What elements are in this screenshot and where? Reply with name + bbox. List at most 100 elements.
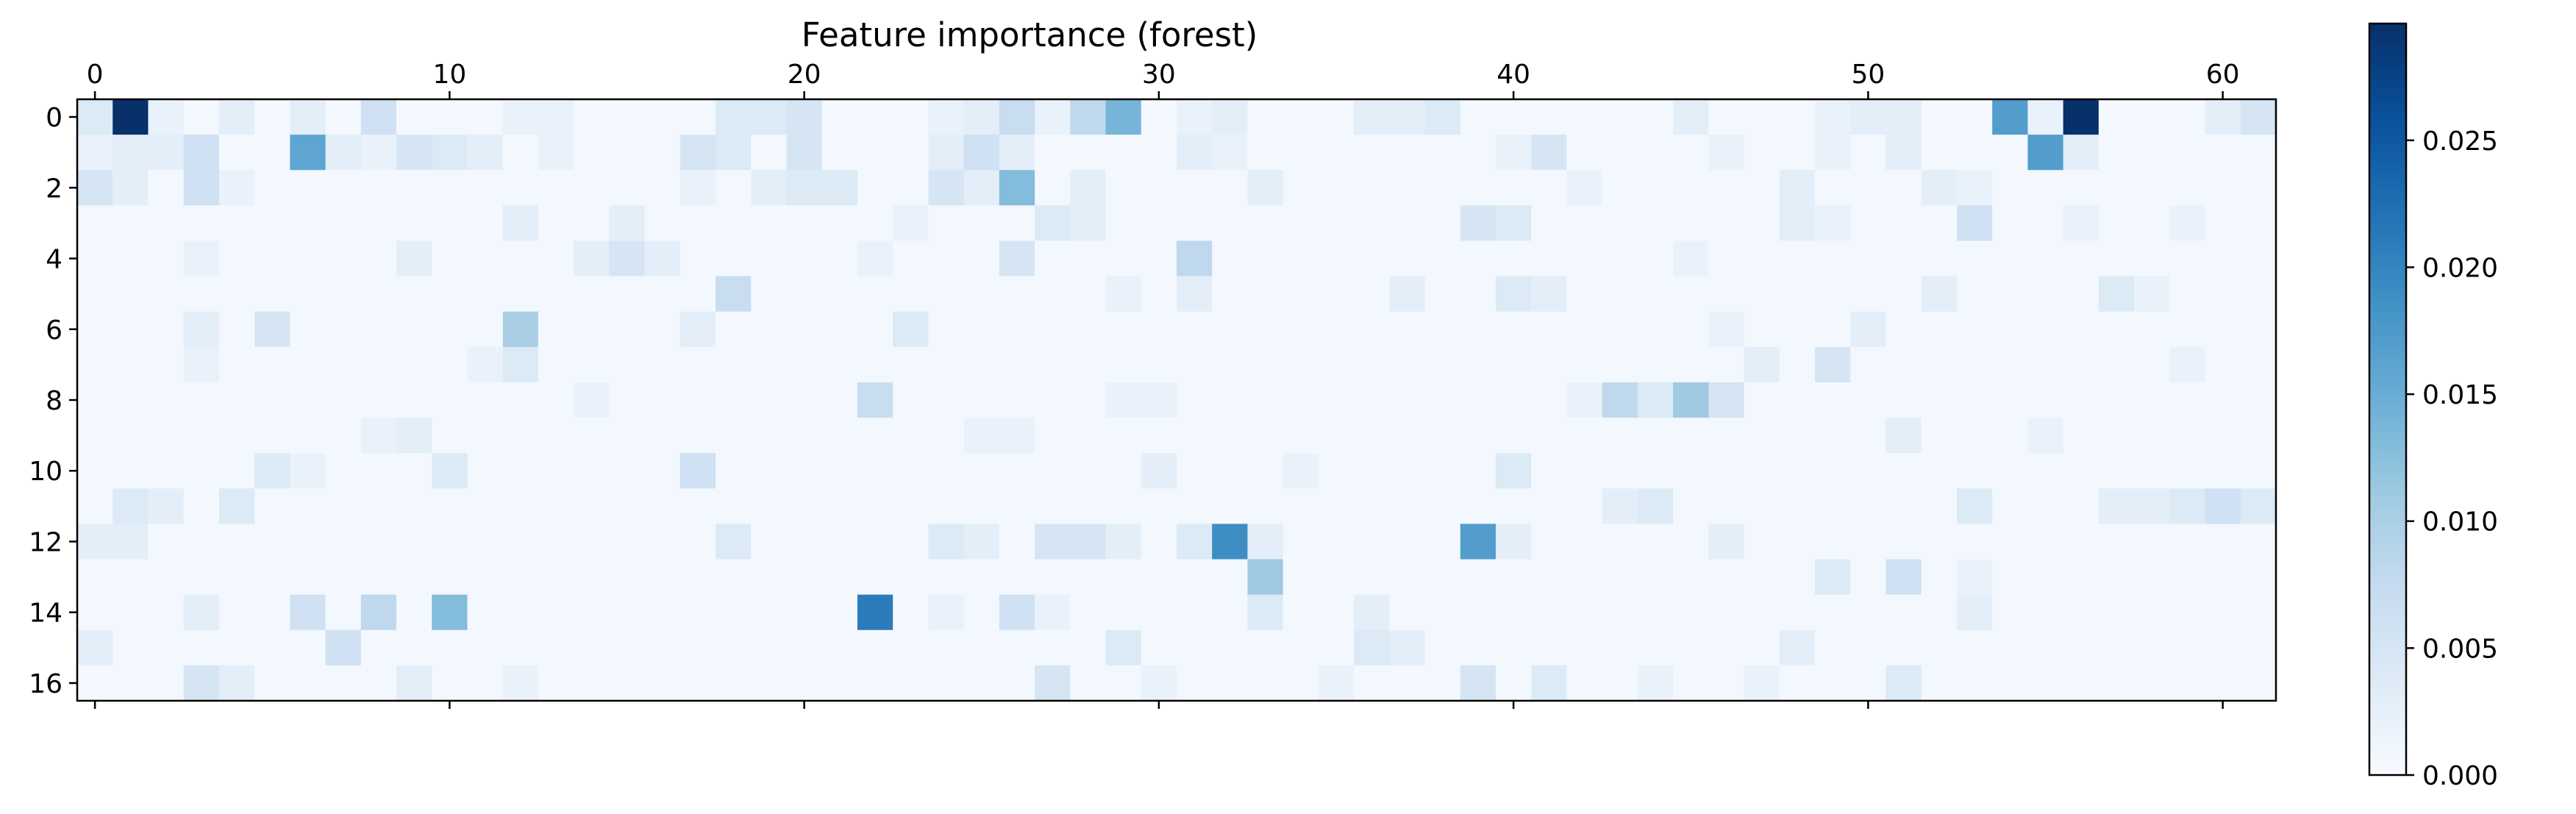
heatmap-cell <box>183 311 220 348</box>
heatmap-cell <box>716 170 752 206</box>
heatmap-cell <box>2098 524 2135 560</box>
heatmap-cell <box>893 665 930 701</box>
heatmap-cell <box>1602 488 1638 525</box>
heatmap-cell <box>963 99 1000 135</box>
heatmap-cell <box>893 99 930 135</box>
heatmap-cell <box>644 346 681 383</box>
heatmap-cell <box>396 135 432 171</box>
heatmap-cell <box>999 170 1035 206</box>
heatmap-cell <box>893 594 930 631</box>
heatmap-cell <box>218 240 255 277</box>
heatmap-cell <box>1318 382 1355 418</box>
heatmap-cell <box>502 346 539 383</box>
heatmap-cell <box>1885 135 1922 171</box>
heatmap-cell <box>574 311 610 348</box>
heatmap-cell <box>325 170 362 206</box>
heatmap-cell <box>2027 240 2064 277</box>
heatmap-cell <box>1779 559 1816 596</box>
heatmap-cell <box>218 665 255 701</box>
heatmap-cell <box>963 665 1000 701</box>
heatmap-cell <box>1744 524 1780 560</box>
heatmap-cell <box>1602 418 1638 454</box>
heatmap-cell <box>1531 629 1568 666</box>
heatmap-cell <box>113 559 149 596</box>
heatmap-cell <box>1602 594 1638 631</box>
heatmap-cell <box>432 418 468 454</box>
heatmap-cell <box>2098 488 2135 525</box>
heatmap-cell <box>325 594 362 631</box>
heatmap-cell <box>1673 559 1709 596</box>
heatmap-cell <box>1282 665 1319 701</box>
heatmap-cell <box>538 346 574 383</box>
heatmap-cell <box>1815 629 1851 666</box>
heatmap-cell <box>1744 665 1780 701</box>
heatmap-cell <box>609 629 646 666</box>
heatmap-cell <box>679 135 716 171</box>
heatmap-cell <box>1850 346 1887 383</box>
heatmap-cell <box>1496 311 1532 348</box>
heatmap-cell <box>821 135 858 171</box>
heatmap-cell <box>751 240 788 277</box>
heatmap-cell <box>1177 311 1213 348</box>
heatmap-cell <box>290 170 327 206</box>
heatmap-cell <box>1177 240 1213 277</box>
heatmap-cell <box>1531 453 1568 489</box>
heatmap-cell <box>1673 382 1709 418</box>
heatmap-cell <box>396 559 432 596</box>
heatmap-cell <box>325 276 362 313</box>
heatmap-cell <box>1282 276 1319 313</box>
heatmap-cell <box>1779 524 1816 560</box>
heatmap-cell <box>679 346 716 383</box>
heatmap-cell <box>502 170 539 206</box>
heatmap-cell <box>1141 524 1177 560</box>
heatmap-cell <box>751 665 788 701</box>
heatmap-cell <box>1744 346 1780 383</box>
heatmap-cell <box>1566 382 1603 418</box>
heatmap-cell <box>716 559 752 596</box>
heatmap-cell <box>1921 665 1958 701</box>
heatmap-cell <box>2169 311 2206 348</box>
heatmap-cell <box>1212 665 1249 701</box>
heatmap-cell <box>786 629 823 666</box>
heatmap-cell <box>1885 311 1922 348</box>
heatmap-cell <box>679 488 716 525</box>
heatmap-cell <box>183 205 220 242</box>
heatmap-cell <box>218 418 255 454</box>
x-axis-ticks: 0 10 20 30 40 50 60 <box>87 60 2240 709</box>
heatmap-cell <box>1744 170 1780 206</box>
heatmap-cell <box>1460 311 1496 348</box>
heatmap-cell <box>1885 240 1922 277</box>
heatmap-cell <box>360 594 397 631</box>
heatmap-cell <box>1992 453 2029 489</box>
heatmap-cell <box>1602 382 1638 418</box>
heatmap-cell <box>1956 276 1993 313</box>
heatmap-cell <box>1744 276 1780 313</box>
heatmap-cell <box>290 346 327 383</box>
heatmap-cell <box>1708 488 1745 525</box>
heatmap-cell <box>2098 276 2135 313</box>
heatmap-cell <box>1105 276 1142 313</box>
heatmap-cell <box>1035 453 1071 489</box>
heatmap-cell <box>325 346 362 383</box>
heatmap-cell <box>963 524 1000 560</box>
heatmap-cell <box>77 135 113 171</box>
heatmap-cell <box>1956 135 1993 171</box>
heatmap-cell <box>821 346 858 383</box>
heatmap-cell <box>1779 594 1816 631</box>
heatmap-cell <box>1424 524 1461 560</box>
heatmap-cell <box>1424 99 1461 135</box>
heatmap-cell <box>290 240 327 277</box>
heatmap-cell <box>1247 276 1284 313</box>
heatmap-cell <box>1850 418 1887 454</box>
heatmap-cell <box>786 276 823 313</box>
heatmap-cell <box>218 488 255 525</box>
heatmap-cell <box>609 240 646 277</box>
heatmap-cell <box>1531 99 1568 135</box>
heatmap-cell <box>1070 170 1107 206</box>
heatmap-cell <box>1070 276 1107 313</box>
heatmap-cell <box>1212 453 1249 489</box>
heatmap-cell <box>821 559 858 596</box>
heatmap-cell <box>2169 665 2206 701</box>
heatmap-cell <box>2240 594 2277 631</box>
heatmap-cell <box>893 382 930 418</box>
